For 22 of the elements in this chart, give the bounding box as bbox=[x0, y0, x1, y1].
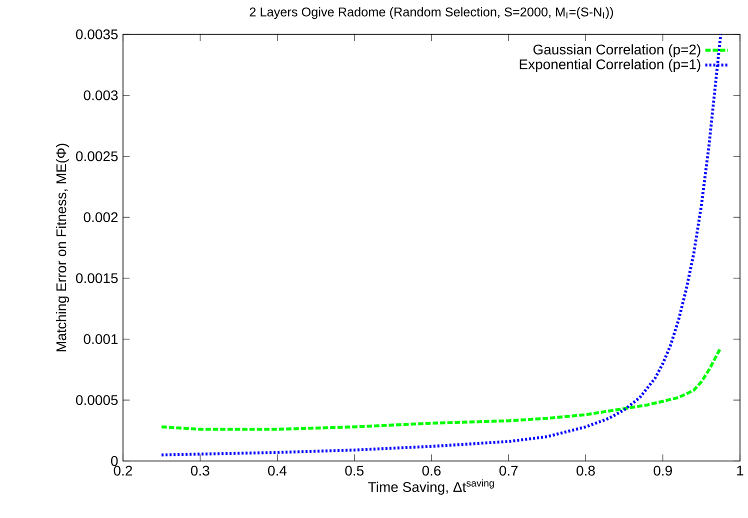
y-tick-label: 0.003 bbox=[84, 90, 118, 100]
x-tick-label: 0.7 bbox=[499, 466, 518, 476]
x-tick-label: 0.2 bbox=[114, 466, 132, 476]
x-axis-title: Time Saving, Δt$^{saving}$ bbox=[368, 479, 494, 495]
legend-label: Exponential Correlation (p=1) bbox=[520, 59, 700, 72]
x-tick-label: 0.6 bbox=[422, 466, 441, 476]
y-tick-label: 0.0005 bbox=[76, 395, 118, 406]
y-tick-label: 0.0015 bbox=[76, 273, 118, 284]
y-tick-label: 0.001 bbox=[84, 334, 118, 344]
x-tick-label: 1 bbox=[737, 466, 744, 476]
x-tick-label: 0.3 bbox=[190, 466, 210, 476]
x-tick-label: 0.4 bbox=[268, 466, 287, 476]
x-tick-label: 0.9 bbox=[654, 466, 672, 476]
y-tick-label: 0.002 bbox=[84, 212, 118, 222]
legend-label: Gaussian Correlation (p=2) bbox=[533, 44, 700, 58]
x-tick-label: 0.5 bbox=[345, 466, 364, 476]
y-tick-label: 0.0035 bbox=[76, 29, 118, 40]
y-tick-label: 0 bbox=[111, 456, 118, 466]
chart-title: 2 Layers Ogive Radome (Random Selection, S=2000, M$_{I}$=(S-N$_{I}$)) bbox=[250, 7, 614, 19]
x-tick-label: 0.8 bbox=[576, 466, 595, 476]
y-tick-label: 0.0025 bbox=[76, 151, 118, 162]
y-axis-title: Matching Error on Fitness, ME(Φ) bbox=[56, 144, 69, 352]
